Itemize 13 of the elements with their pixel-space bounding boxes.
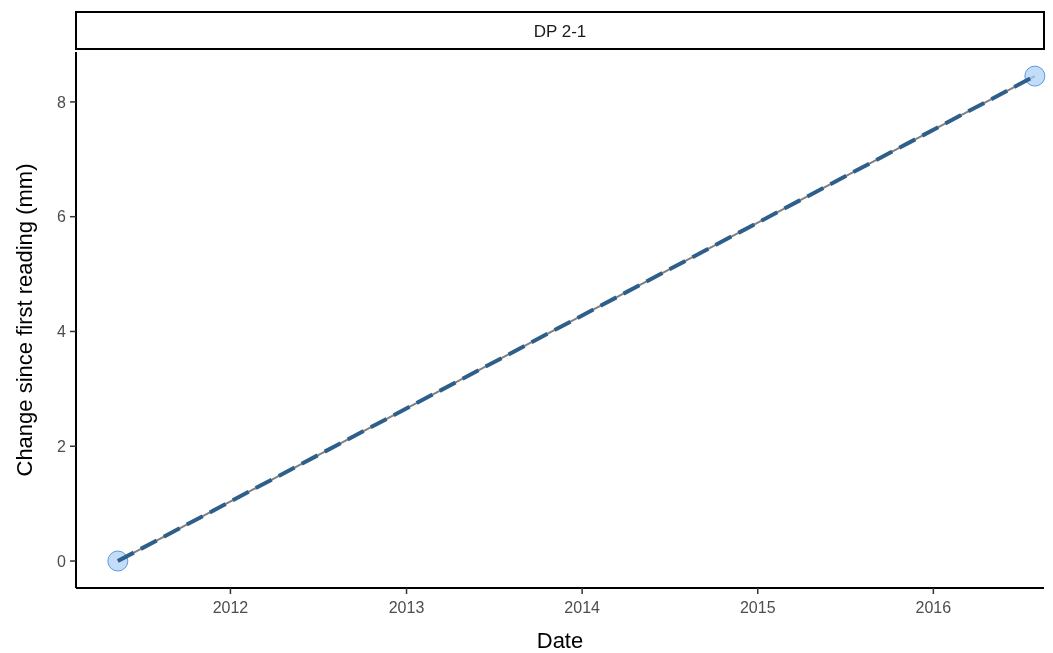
x-axis-title: Date <box>536 628 584 653</box>
y-tick-label: 6 <box>57 208 67 226</box>
y-tick-label: 4 <box>57 323 67 341</box>
y-tick-label: 2 <box>57 437 67 455</box>
y-tick-label: 0 <box>57 552 67 570</box>
y-axis-title: Change since first reading (mm) <box>12 163 37 477</box>
x-tick-label: 2013 <box>388 599 425 616</box>
x-tick-label: 2012 <box>212 599 249 616</box>
y-tick-label: 8 <box>57 93 67 111</box>
x-tick-label: 2016 <box>915 599 952 616</box>
x-tick-label: 2014 <box>564 599 601 616</box>
x-tick-label: 2015 <box>739 599 776 616</box>
chart-title: DP 2-1 <box>533 22 587 41</box>
